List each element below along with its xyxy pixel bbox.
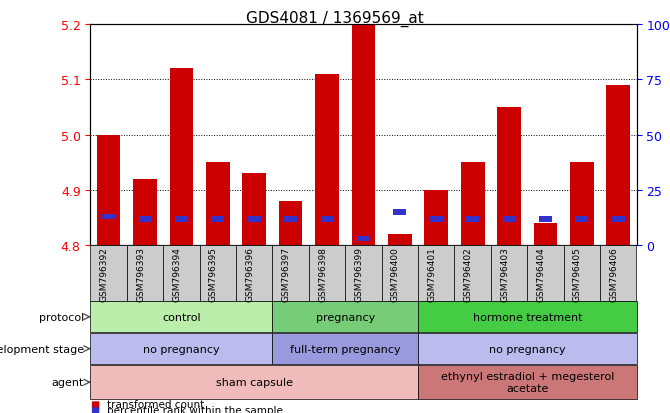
- Text: GSM796400: GSM796400: [391, 246, 400, 301]
- Text: GSM796406: GSM796406: [609, 246, 618, 301]
- Bar: [388, 235, 411, 246]
- Bar: [284, 216, 297, 222]
- Bar: [570, 163, 594, 246]
- Bar: [539, 216, 552, 222]
- Bar: [102, 214, 115, 220]
- Text: ■: ■: [90, 399, 100, 409]
- Bar: [612, 216, 625, 222]
- Bar: [139, 216, 151, 222]
- Bar: [425, 190, 448, 246]
- Text: GSM796393: GSM796393: [136, 246, 145, 301]
- Text: transformed count: transformed count: [107, 399, 204, 409]
- Text: GSM796405: GSM796405: [573, 246, 582, 301]
- Bar: [534, 223, 557, 246]
- Bar: [320, 216, 334, 222]
- Text: no pregnancy: no pregnancy: [143, 344, 220, 354]
- Text: sham capsule: sham capsule: [216, 377, 293, 387]
- Bar: [357, 236, 370, 242]
- Bar: [497, 108, 521, 246]
- Bar: [352, 25, 375, 246]
- Bar: [502, 216, 516, 222]
- Bar: [393, 210, 407, 215]
- Text: GSM796401: GSM796401: [427, 246, 436, 301]
- Text: pregnancy: pregnancy: [316, 312, 375, 322]
- Bar: [466, 216, 479, 222]
- Text: GSM796395: GSM796395: [209, 246, 218, 301]
- Bar: [170, 69, 193, 246]
- Text: GSM796396: GSM796396: [245, 246, 254, 301]
- Text: ethynyl estradiol + megesterol
acetate: ethynyl estradiol + megesterol acetate: [441, 371, 614, 393]
- Text: no pregnancy: no pregnancy: [489, 344, 565, 354]
- Text: development stage: development stage: [0, 344, 84, 354]
- Bar: [576, 216, 588, 222]
- Text: percentile rank within the sample: percentile rank within the sample: [107, 405, 283, 413]
- Text: GSM796399: GSM796399: [354, 246, 363, 301]
- Text: GSM796397: GSM796397: [281, 246, 291, 301]
- Text: GDS4081 / 1369569_at: GDS4081 / 1369569_at: [246, 10, 424, 26]
- Text: control: control: [162, 312, 201, 322]
- Text: GSM796402: GSM796402: [464, 246, 472, 301]
- Text: full-term pregnancy: full-term pregnancy: [290, 344, 401, 354]
- Text: ■: ■: [90, 405, 100, 413]
- Text: hormone treatment: hormone treatment: [472, 312, 582, 322]
- Text: GSM796392: GSM796392: [100, 246, 109, 301]
- Bar: [133, 179, 157, 246]
- Bar: [175, 216, 188, 222]
- Text: GSM796394: GSM796394: [172, 246, 182, 301]
- Bar: [316, 74, 339, 246]
- Bar: [243, 174, 266, 246]
- Text: GSM796398: GSM796398: [318, 246, 327, 301]
- Bar: [279, 202, 302, 246]
- Bar: [97, 135, 121, 246]
- Bar: [429, 216, 443, 222]
- Bar: [206, 163, 230, 246]
- Text: protocol: protocol: [38, 312, 84, 322]
- Text: GSM796403: GSM796403: [500, 246, 509, 301]
- Bar: [606, 85, 630, 246]
- Bar: [248, 216, 261, 222]
- Text: GSM796404: GSM796404: [537, 246, 545, 301]
- Bar: [211, 216, 224, 222]
- Text: agent: agent: [52, 377, 84, 387]
- Bar: [461, 163, 484, 246]
